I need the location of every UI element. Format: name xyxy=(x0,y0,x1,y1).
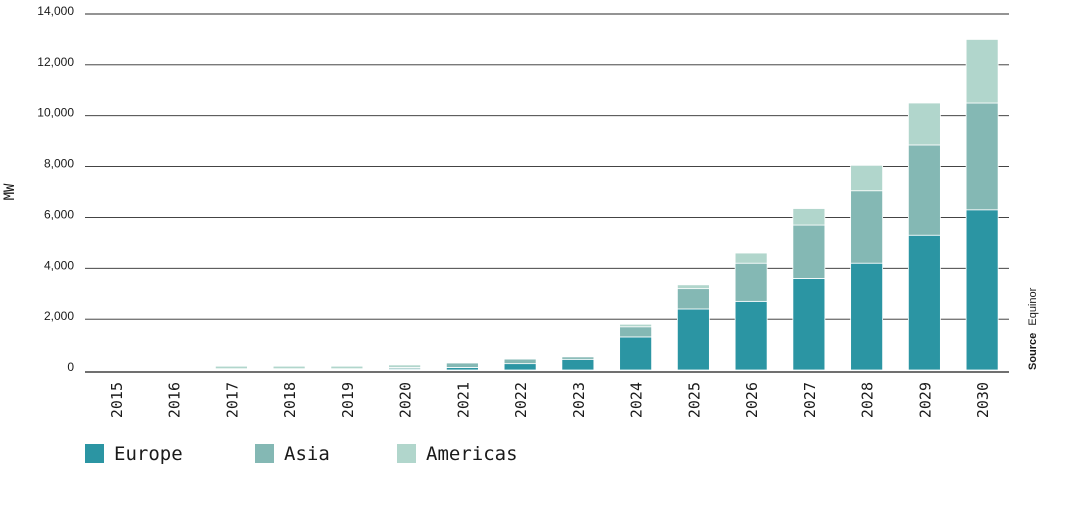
bar-americas-2027 xyxy=(792,208,826,226)
legend: Europe Asia Americas xyxy=(85,443,518,465)
bar-americas-2017 xyxy=(214,365,248,370)
bar-americas-2018 xyxy=(272,365,306,370)
bar-americas-2022 xyxy=(503,357,537,360)
x-tick-label: 2021 xyxy=(454,382,472,418)
y-tick-label: 0 xyxy=(67,360,74,374)
y-tick-label: 2,000 xyxy=(44,309,74,323)
x-tick-label: 2025 xyxy=(685,382,703,418)
y-tick-label: 8,000 xyxy=(44,157,74,171)
x-tick-label: 2024 xyxy=(628,382,646,418)
bar-asia-2030 xyxy=(965,102,999,211)
bar-asia-2026 xyxy=(734,262,768,302)
bar-europe-2027 xyxy=(792,278,826,371)
source-label: Source xyxy=(1027,333,1039,370)
y-tick-label: 10,000 xyxy=(37,106,74,120)
bar-europe-2023 xyxy=(561,358,595,371)
y-tick-label: 6,000 xyxy=(44,207,74,221)
bar-americas-2023 xyxy=(561,355,595,358)
bar-europe-2022 xyxy=(503,363,537,371)
x-tick-label: 2030 xyxy=(974,382,992,418)
bar-europe-2025 xyxy=(676,308,710,371)
bar-asia-2022 xyxy=(503,358,537,365)
gridlines xyxy=(85,13,1009,320)
bar-americas-2019 xyxy=(330,365,364,370)
x-tick-label: 2019 xyxy=(339,382,357,418)
bar-americas-2024 xyxy=(619,323,653,328)
bar-asia-2028 xyxy=(850,190,884,264)
bar-americas-2020 xyxy=(388,364,422,368)
legend-label-americas: Americas xyxy=(426,443,518,465)
x-tick-label: 2020 xyxy=(397,382,415,418)
bar-americas-2028 xyxy=(850,164,884,192)
bar-americas-2021 xyxy=(445,361,479,364)
bar-asia-2024 xyxy=(619,326,653,338)
legend-swatch-asia xyxy=(255,444,274,463)
x-tick-label: 2015 xyxy=(108,382,126,418)
bar-americas-2025 xyxy=(676,284,710,290)
bar-americas-2029 xyxy=(907,102,941,146)
x-tick-label: 2017 xyxy=(223,382,241,418)
bar-asia-2021 xyxy=(445,362,479,368)
x-tick-label: 2016 xyxy=(166,382,184,418)
y-axis-ticks: 0 2,000 4,000 6,000 8,000 10,000 12,000 14,000 xyxy=(37,4,74,374)
x-tick-label: 2027 xyxy=(801,382,819,418)
bar-europe-2024 xyxy=(619,336,653,371)
bar-asia-2029 xyxy=(907,144,941,236)
bar-asia-2025 xyxy=(676,288,710,310)
legend-label-europe: Europe xyxy=(114,443,183,465)
bar-europe-2029 xyxy=(907,234,941,371)
y-axis-label: MW xyxy=(2,183,18,200)
source-value: Equinor xyxy=(1027,287,1039,325)
x-axis-ticks: 2015 2016 2017 2018 2019 2020 2021 2022 2023 2024… xyxy=(108,382,992,418)
legend-label-asia: Asia xyxy=(284,443,330,465)
y-tick-label: 12,000 xyxy=(37,55,74,69)
legend-swatch-europe xyxy=(85,444,104,463)
bar-europe-2026 xyxy=(734,300,768,371)
bar-europe-2028 xyxy=(850,262,884,371)
bar-americas-2026 xyxy=(734,252,768,264)
y-tick-label: 14,000 xyxy=(37,4,74,18)
x-tick-label: 2029 xyxy=(916,382,934,418)
bar-americas-2030 xyxy=(965,39,999,104)
y-tick-label: 4,000 xyxy=(44,258,74,272)
x-tick-label: 2023 xyxy=(570,382,588,418)
x-tick-label: 2026 xyxy=(743,382,761,418)
x-tick-label: 2022 xyxy=(512,382,530,418)
x-tick-label: 2028 xyxy=(859,382,877,418)
bar-asia-2027 xyxy=(792,224,826,279)
bar-europe-2030 xyxy=(965,209,999,371)
x-tick-label: 2018 xyxy=(281,382,299,418)
source-note: Source Equinor xyxy=(1027,287,1039,370)
bars xyxy=(214,39,999,371)
legend-swatch-americas xyxy=(397,444,416,463)
